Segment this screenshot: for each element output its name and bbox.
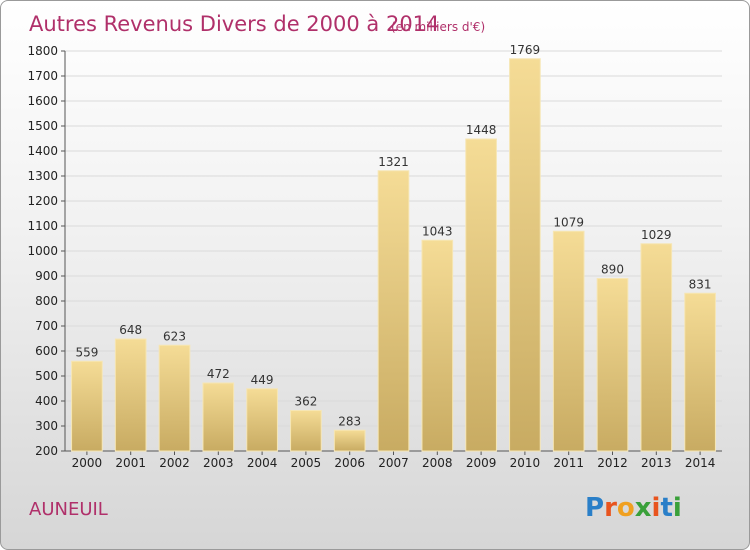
logo-letter: r [604,493,617,523]
y-tick-label: 900 [35,269,58,283]
x-tick-label-2005: 2005 [291,456,322,470]
chart-title: Autres Revenus Divers de 2000 à 2014 [29,12,439,36]
logo-letter: x [635,493,652,523]
y-tick-label: 1300 [27,169,58,183]
logo-letter: P [585,493,604,523]
bar-2009 [465,138,497,452]
y-tick-label: 1600 [27,94,58,108]
value-label-2003: 472 [207,367,230,381]
bar-2006 [333,429,366,452]
bar-2013 [640,243,673,452]
x-tick-label-2000: 2000 [72,456,103,470]
y-tick-label: 500 [35,369,58,383]
value-label-2012: 890 [601,263,624,277]
logo-letter: t [660,493,672,523]
bar-2005 [290,410,322,452]
value-label-2014: 831 [689,277,712,291]
value-label-2007: 1321 [378,155,409,169]
x-tick-label-2014: 2014 [685,456,716,470]
bar-2002 [158,344,191,452]
y-tick-label: 200 [35,444,58,458]
bar-2012 [596,278,629,452]
y-tick-label: 1800 [27,44,58,58]
value-label-2010: 1769 [510,43,541,57]
value-label-2004: 449 [251,373,274,387]
x-tick-label-2001: 2001 [115,456,146,470]
x-tick-label-2008: 2008 [422,456,453,470]
logo-letter: i [652,493,661,523]
value-label-2001: 648 [119,323,142,337]
y-tick-label: 700 [35,319,58,333]
bar-2008 [421,239,454,452]
x-tick-label-2003: 2003 [203,456,234,470]
bar-2004 [246,388,278,452]
y-tick-label: 1100 [27,219,58,233]
y-tick-label: 300 [35,419,58,433]
y-tick-label: 400 [35,394,58,408]
value-label-2002: 623 [163,329,186,343]
x-tick-label-2012: 2012 [597,456,628,470]
bar-2011 [552,230,585,452]
x-tick-label-2006: 2006 [334,456,365,470]
y-tick-label: 800 [35,294,58,308]
y-tick-label: 1700 [27,69,58,83]
value-label-2000: 559 [75,345,98,359]
value-label-2013: 1029 [641,228,672,242]
bar-2000 [71,360,103,452]
x-tick-label-2007: 2007 [378,456,409,470]
x-tick-label-2011: 2011 [553,456,584,470]
bar-2014 [684,292,716,452]
value-label-2008: 1043 [422,224,453,238]
x-tick-label-2010: 2010 [510,456,541,470]
x-tick-label-2013: 2013 [641,456,672,470]
y-tick-label: 1200 [27,194,58,208]
y-tick-label: 600 [35,344,58,358]
bar-2007 [377,170,410,452]
value-label-2011: 1079 [553,215,584,229]
value-label-2005: 362 [294,395,317,409]
logo-letter: i [673,493,682,523]
y-tick-label: 1500 [27,119,58,133]
x-tick-label-2004: 2004 [247,456,278,470]
place-label: AUNEUIL [29,499,108,520]
x-tick-label-2009: 2009 [466,456,497,470]
value-label-2009: 1448 [466,123,497,137]
y-tick-label: 1000 [27,244,58,258]
y-tick-label: 1400 [27,144,58,158]
bar-2010 [509,58,541,452]
x-tick-label-2002: 2002 [159,456,190,470]
bar-2001 [114,338,147,452]
value-label-2006: 283 [338,414,361,428]
logo-letter: o [617,493,635,523]
bar-2003 [202,382,235,452]
label-layer: 559 2000 648 2001 623 2002 472 2003 449 2004 362 20… [72,43,716,470]
bar-layer [71,58,716,452]
chart-subtitle: (en milliers d'€) [391,20,485,34]
proxiti-logo: Proxiti [585,493,682,523]
